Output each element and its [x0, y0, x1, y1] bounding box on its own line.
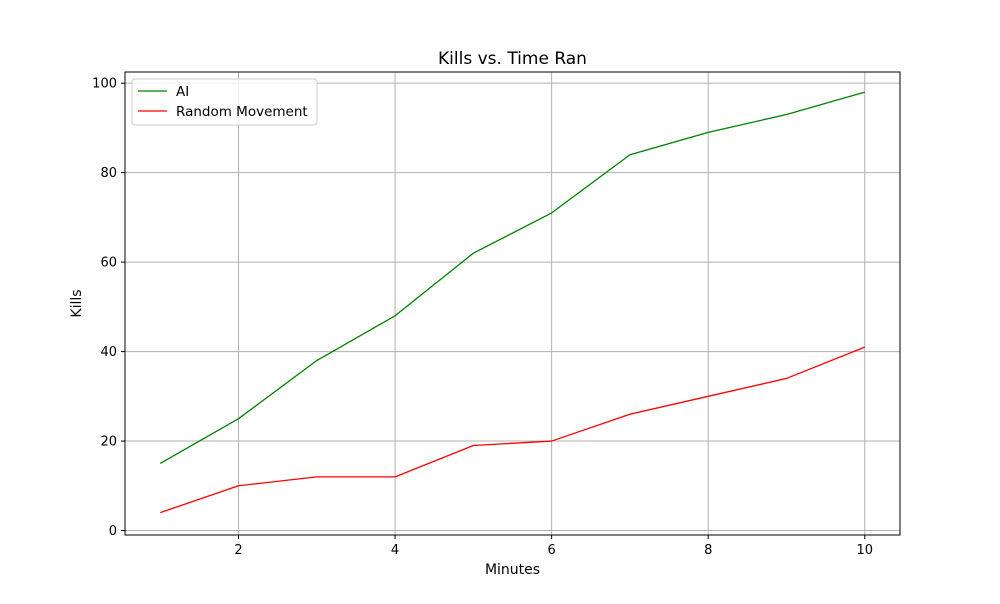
legend-label-ai: AI	[176, 84, 189, 100]
y-tick-label-80: 80	[100, 166, 117, 181]
y-tick-label-20: 20	[100, 435, 117, 450]
y-tick-label-100: 100	[92, 77, 117, 92]
legend: AI Random Movement	[131, 78, 318, 126]
series-line-ai	[159, 91, 865, 464]
y-tick-label-60: 60	[100, 256, 117, 271]
legend-box	[131, 78, 318, 126]
x-tick-label-10: 10	[856, 543, 873, 558]
y-tick-label-0: 0	[109, 524, 117, 539]
plot-frame	[124, 71, 901, 536]
x-axis-label: Minutes	[485, 562, 540, 578]
series-layer	[159, 91, 866, 514]
grid-layer	[125, 72, 900, 535]
x-tick-label-4: 4	[391, 543, 399, 558]
chart-title: Kills vs. Time Ran	[438, 49, 587, 69]
y-axis-label: Kills	[69, 289, 85, 317]
x-tick-label-6: 6	[548, 543, 556, 558]
y-tick-label-40: 40	[100, 345, 117, 360]
legend-label-random-movement: Random Movement	[176, 104, 308, 120]
series-line-random-movement	[160, 346, 866, 514]
x-tick-label-2: 2	[234, 543, 242, 558]
x-tick-label-8: 8	[704, 543, 712, 558]
